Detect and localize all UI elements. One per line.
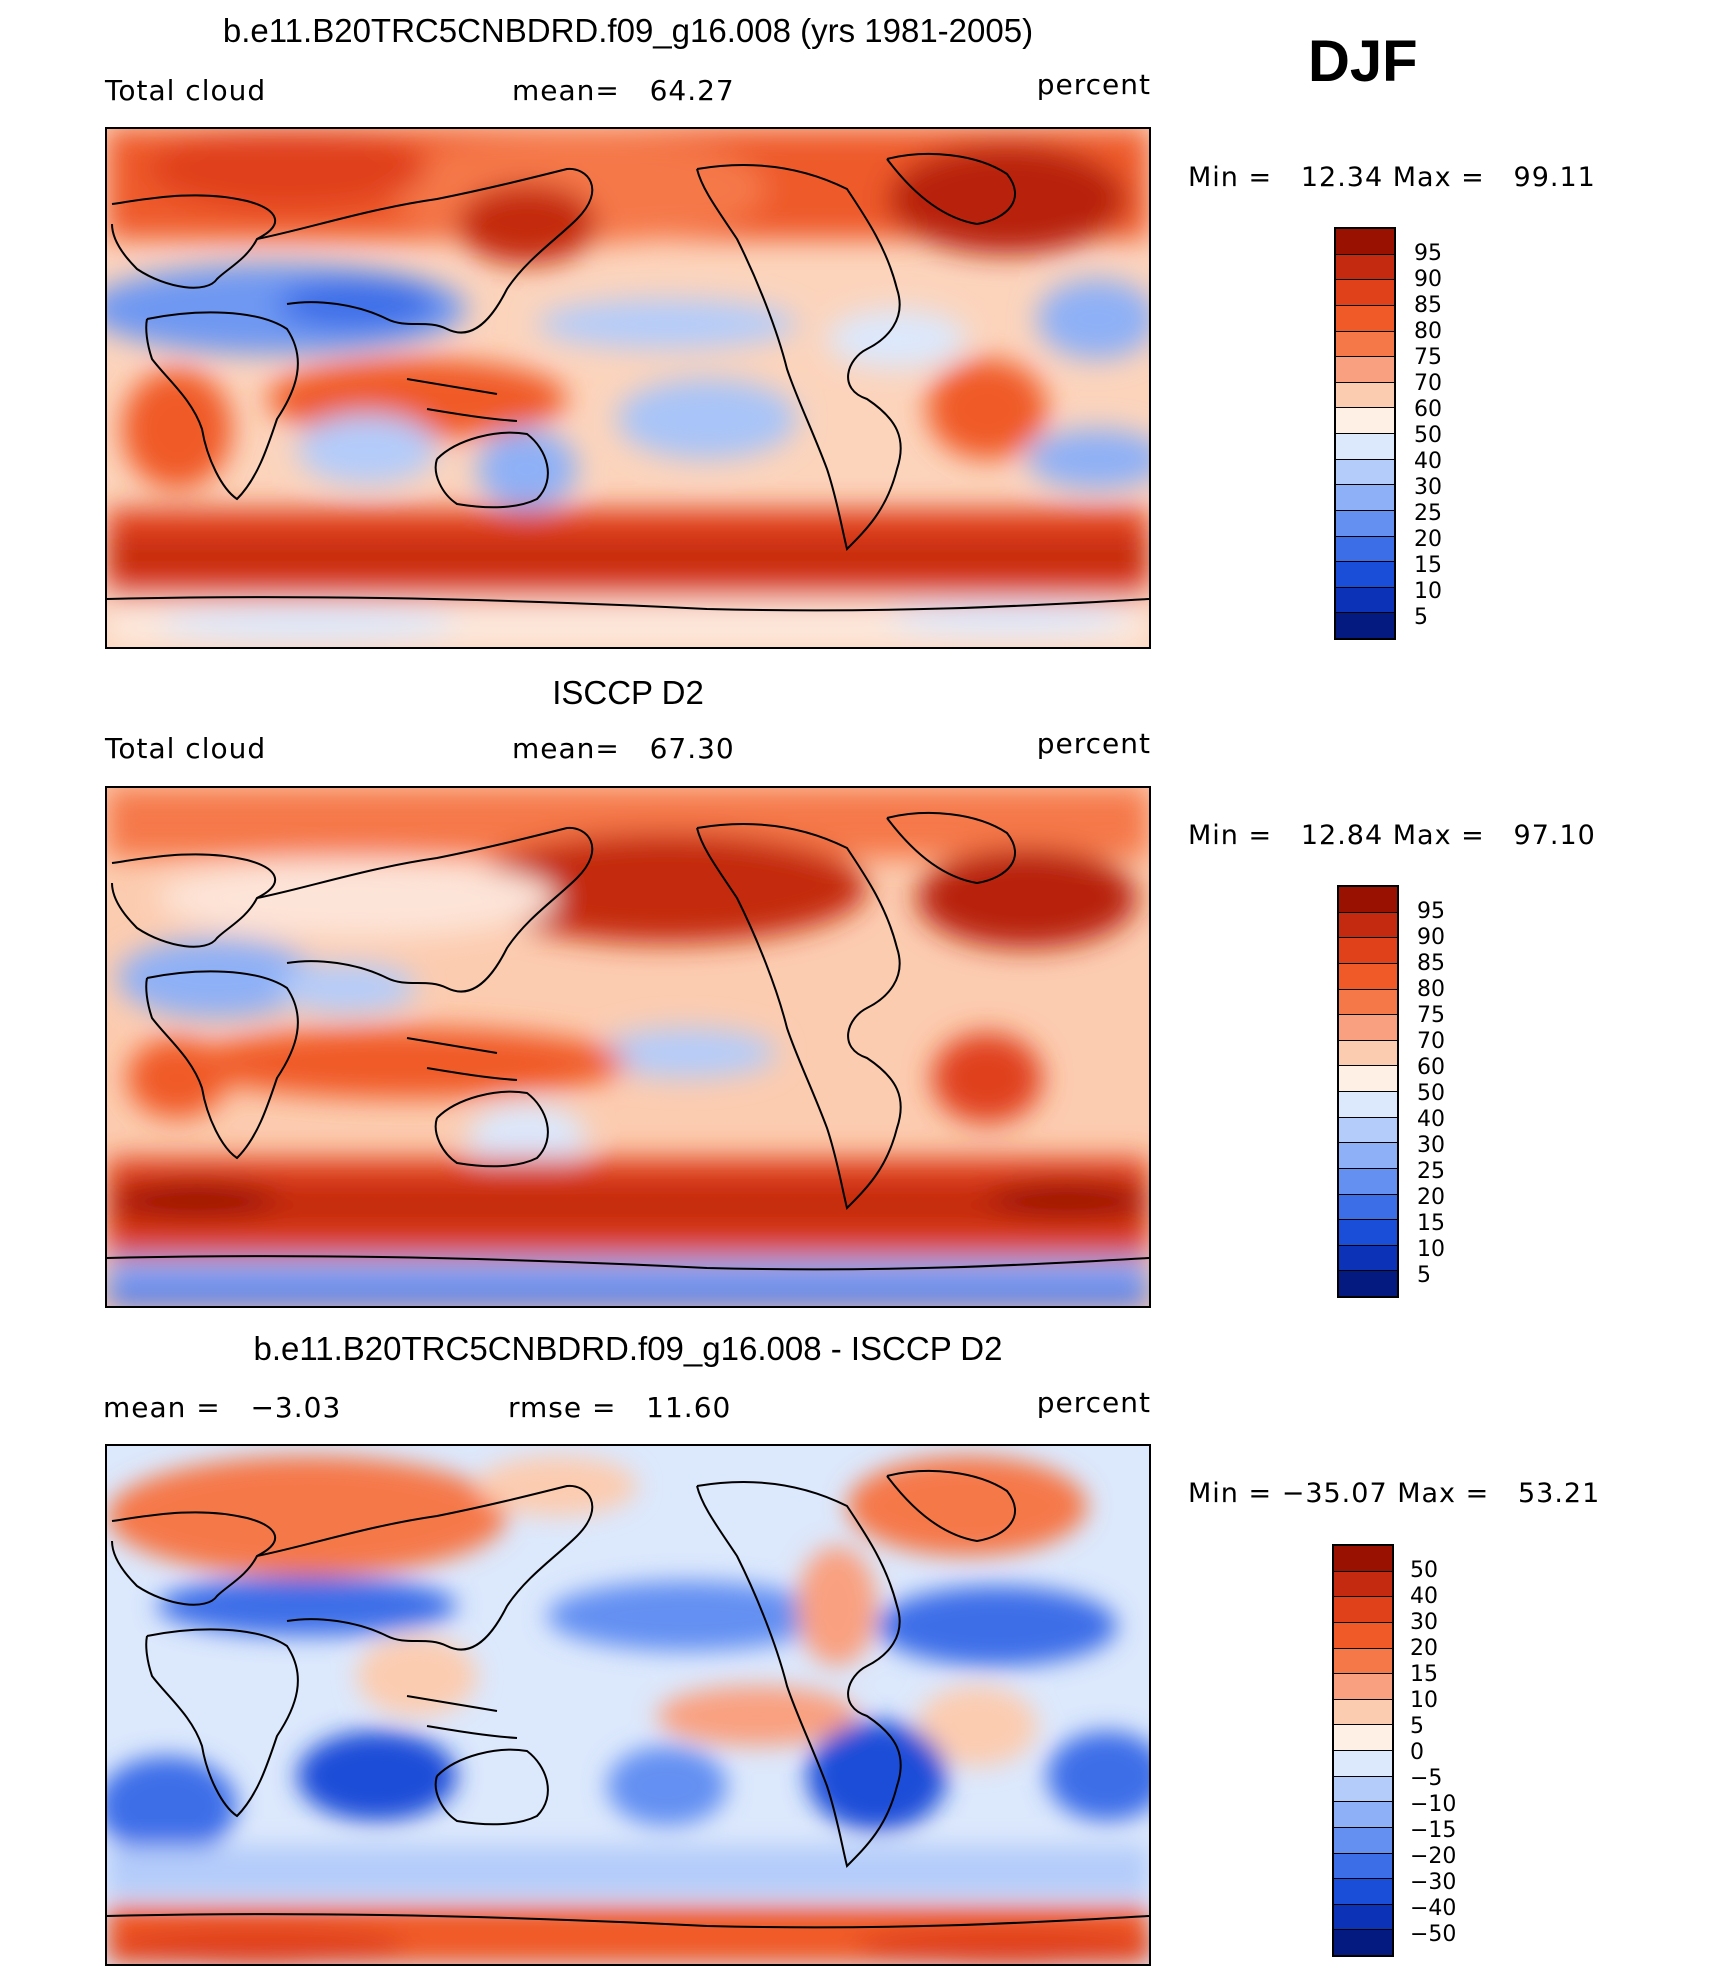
colorbar-level: 75: [1417, 1003, 1445, 1028]
min-max-label: Min = 12.34 Max = 99.11: [1188, 162, 1596, 193]
units-label: percent: [1036, 727, 1151, 760]
mean-label: mean= 64.27: [512, 74, 735, 107]
colorbar-level: 50: [1414, 423, 1442, 448]
colorbar-swatches: [1337, 885, 1399, 1298]
panel-title: b.e11.B20TRC5CNBDRD.f09_g16.008 (yrs 198…: [222, 12, 1034, 49]
colorbar-level: 90: [1417, 925, 1445, 950]
colorbar-level: 85: [1414, 293, 1442, 318]
panel-title: b.e11.B20TRC5CNBDRD.f09_g16.008 - ISCCP …: [253, 1330, 1003, 1367]
colorbar-level: 80: [1417, 977, 1445, 1002]
colorbar-level: −20: [1410, 1844, 1457, 1869]
colorbar-level: 75: [1414, 345, 1442, 370]
colorbar-level: 50: [1417, 1081, 1445, 1106]
colorbar-level: 95: [1414, 241, 1442, 266]
min-max-label: Min = 12.84 Max = 97.10: [1188, 820, 1596, 851]
colorbar-level: −15: [1410, 1818, 1457, 1843]
map-model-total-cloud: [105, 127, 1151, 649]
colorbar-level: 80: [1414, 319, 1442, 344]
variable-label: Total cloud: [105, 732, 267, 765]
colorbar-level: 60: [1414, 397, 1442, 422]
colorbar-level: 25: [1417, 1159, 1445, 1184]
colorbar-level: 70: [1414, 371, 1442, 396]
colorbar-level: 15: [1417, 1211, 1445, 1236]
colorbar-swatches: [1332, 1544, 1394, 1957]
colorbar-level: 15: [1410, 1662, 1438, 1687]
colorbar-observation: 95 90 85 80 75 70 60 50 40 30 25 20 15 1…: [1337, 885, 1445, 1298]
contour-field: [107, 129, 1149, 647]
colorbar-level: −30: [1410, 1870, 1457, 1895]
colorbar-level: 10: [1414, 579, 1442, 604]
colorbar-level: 70: [1417, 1029, 1445, 1054]
colorbar-level: 15: [1414, 553, 1442, 578]
colorbar-level: 95: [1417, 899, 1445, 924]
colorbar-level: 30: [1410, 1610, 1438, 1635]
colorbar-level: −50: [1410, 1922, 1457, 1947]
map-difference: [105, 1444, 1151, 1966]
mean-label: mean= 67.30: [512, 732, 735, 765]
min-max-label: Min = −35.07 Max = 53.21: [1188, 1478, 1601, 1509]
colorbar-level: −10: [1410, 1792, 1457, 1817]
colorbar-level: 5: [1410, 1714, 1424, 1739]
colorbar-level: 90: [1414, 267, 1442, 292]
colorbar-model: 95 90 85 80 75 70 60 50 40 30 25 20 15 1…: [1334, 227, 1442, 640]
colorbar-level: 40: [1410, 1584, 1438, 1609]
units-label: percent: [1036, 1386, 1151, 1419]
contour-field: [107, 1446, 1149, 1964]
colorbar-level: 10: [1417, 1237, 1445, 1262]
contour-field: [107, 788, 1149, 1306]
colorbar-level: 40: [1414, 449, 1442, 474]
colorbar-level: 20: [1414, 527, 1442, 552]
mean-label: mean = −3.03: [103, 1391, 342, 1424]
colorbar-level: 5: [1417, 1263, 1431, 1288]
colorbar-level: 30: [1417, 1133, 1445, 1158]
colorbar-difference: 50 40 30 20 15 10 5 0 −5 −10 −15 −20 −30…: [1332, 1544, 1456, 1957]
colorbar-level: 60: [1417, 1055, 1445, 1080]
colorbar-level: 40: [1417, 1107, 1445, 1132]
season-label: DJF: [1308, 29, 1418, 94]
colorbar-swatches: [1334, 227, 1396, 640]
variable-label: Total cloud: [105, 74, 267, 107]
colorbar-level: 5: [1414, 605, 1428, 630]
colorbar-level: 85: [1417, 951, 1445, 976]
colorbar-level: 20: [1417, 1185, 1445, 1210]
colorbar-level: −5: [1410, 1766, 1443, 1791]
panel-title: ISCCP D2: [552, 674, 704, 711]
colorbar-level: 20: [1410, 1636, 1438, 1661]
coastlines: [107, 1470, 1149, 1929]
colorbar-level: −40: [1410, 1896, 1457, 1921]
coastlines: [107, 812, 1149, 1271]
colorbar-level: 25: [1414, 501, 1442, 526]
colorbar-level: 0: [1410, 1740, 1424, 1765]
colorbar-level: 50: [1410, 1558, 1438, 1583]
rmse-label: rmse = 11.60: [508, 1391, 732, 1424]
colorbar-level: 10: [1410, 1688, 1438, 1713]
map-isccp-total-cloud: [105, 786, 1151, 1308]
colorbar-level: 30: [1414, 475, 1442, 500]
coastlines: [107, 153, 1149, 612]
units-label: percent: [1036, 68, 1151, 101]
